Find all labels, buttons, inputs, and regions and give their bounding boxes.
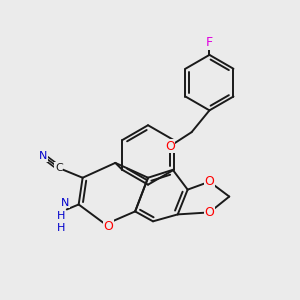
- Text: N: N: [39, 151, 47, 161]
- Text: O: O: [103, 220, 113, 233]
- Text: O: O: [165, 140, 175, 152]
- Text: O: O: [205, 206, 214, 219]
- Text: H: H: [57, 223, 65, 233]
- Text: O: O: [205, 175, 214, 188]
- Text: F: F: [206, 37, 213, 50]
- Text: N: N: [61, 197, 69, 208]
- Text: H: H: [57, 212, 65, 221]
- Text: C: C: [55, 163, 63, 173]
